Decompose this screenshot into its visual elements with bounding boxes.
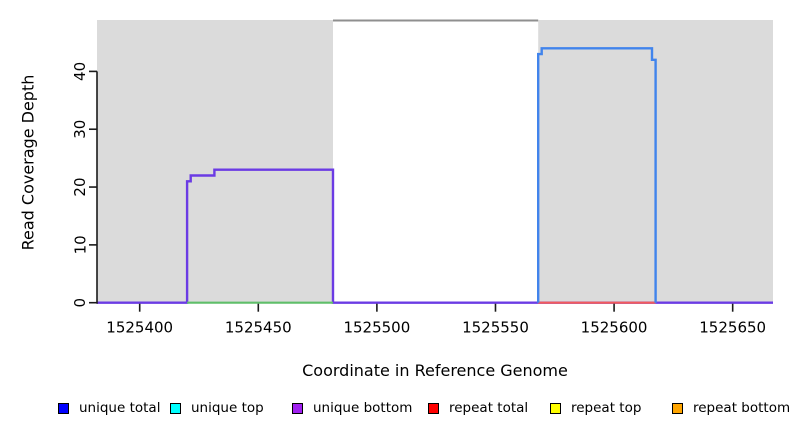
x-axis-title: Coordinate in Reference Genome <box>302 361 568 380</box>
series-unique-total-and-top-right-block <box>537 47 657 303</box>
y-tick-label: 40 <box>71 62 89 81</box>
y-axis-title: Read Coverage Depth <box>18 74 38 251</box>
x-tick-label: 1525650 <box>699 319 766 337</box>
y-tick-label: 30 <box>71 120 89 139</box>
y-tick-label: 0 <box>71 298 89 308</box>
x-tick-label: 1525500 <box>343 319 410 337</box>
x-tick-label: 1525400 <box>106 319 173 337</box>
series-unique-bottom-and-total-left-block <box>97 168 773 304</box>
shaded-region-left-shaded-block <box>97 20 334 304</box>
shaded-region-center-unshaded <box>333 20 539 304</box>
x-tick-label: 1525450 <box>225 319 292 337</box>
x-tick-label: 1525550 <box>462 319 529 337</box>
y-tick-label: 20 <box>71 178 89 197</box>
x-tick-label: 1525600 <box>581 319 648 337</box>
y-tick-label: 10 <box>71 235 89 254</box>
